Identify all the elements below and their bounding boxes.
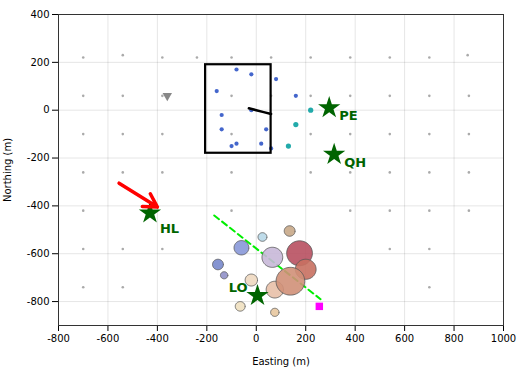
svg-text:600: 600 <box>395 333 414 344</box>
svg-text:800: 800 <box>445 333 464 344</box>
svg-text:-400: -400 <box>146 333 169 344</box>
svg-text:Northing (m): Northing (m) <box>2 138 13 202</box>
svg-text:PE: PE <box>339 108 357 123</box>
svg-text:-600: -600 <box>27 248 50 259</box>
svg-text:Easting (m): Easting (m) <box>252 356 310 367</box>
svg-text:0: 0 <box>43 104 49 115</box>
svg-text:200: 200 <box>30 57 49 68</box>
svg-text:-800: -800 <box>27 296 50 307</box>
svg-text:LO: LO <box>229 280 248 295</box>
svg-text:1000: 1000 <box>491 333 516 344</box>
svg-text:400: 400 <box>346 333 365 344</box>
svg-text:-800: -800 <box>47 333 70 344</box>
svg-text:-400: -400 <box>27 200 50 211</box>
svg-text:-200: -200 <box>195 333 218 344</box>
svg-text:-200: -200 <box>27 152 50 163</box>
svg-text:QH: QH <box>344 155 366 170</box>
svg-text:HL: HL <box>160 221 179 236</box>
svg-text:-600: -600 <box>97 333 120 344</box>
svg-text:0: 0 <box>253 333 259 344</box>
svg-text:400: 400 <box>30 9 49 20</box>
svg-text:200: 200 <box>296 333 315 344</box>
